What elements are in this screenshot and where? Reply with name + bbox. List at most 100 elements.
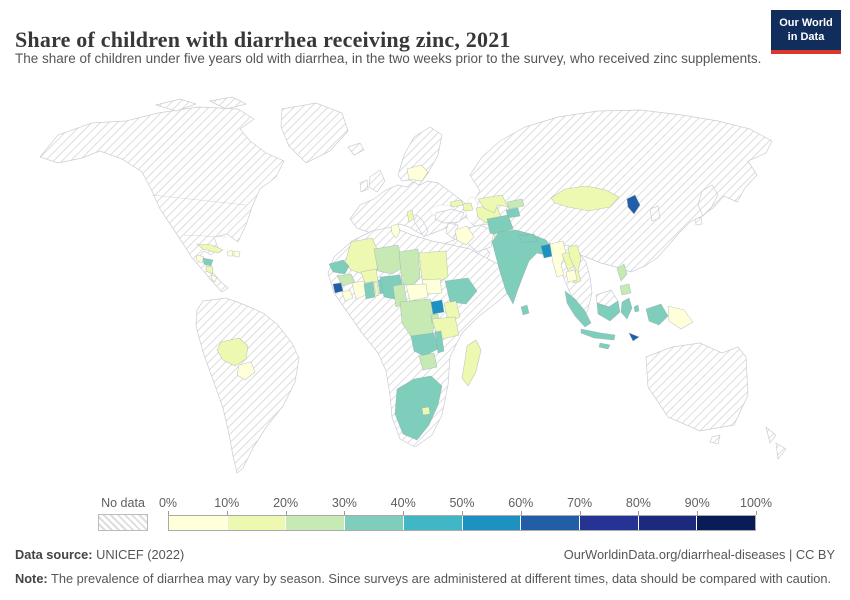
- country-indonesia[interactable]: [564, 290, 669, 350]
- citation-link[interactable]: OurWorldinData.org/diarrheal-diseases | …: [563, 547, 835, 562]
- country-philippines[interactable]: [616, 263, 632, 296]
- country-liberia[interactable]: [341, 289, 354, 302]
- country-uganda[interactable]: [430, 299, 445, 315]
- legend-bin-40-50%[interactable]: [403, 516, 463, 530]
- world-map: [0, 95, 850, 490]
- legend-tick-label: 60%: [508, 496, 534, 510]
- country-kenya[interactable]: [443, 300, 461, 323]
- chart-subtitle: The share of children under five years o…: [15, 51, 762, 66]
- country-niger[interactable]: [373, 244, 405, 275]
- legend-colorbar-zone: 0% 10% 20% 30% 40% 50% 60% 70% 80% 90% 100%: [159, 496, 772, 532]
- country-madagascar[interactable]: [461, 339, 482, 387]
- country-iraq[interactable]: [454, 225, 475, 246]
- japan-island-no-data: [694, 216, 703, 226]
- country-dominican-republic[interactable]: [233, 250, 241, 258]
- new-zealand-no-data: [765, 426, 787, 460]
- legend-tick-label: 80%: [625, 496, 651, 510]
- us-mexico-border: [183, 234, 227, 238]
- country-senegal[interactable]: [328, 259, 350, 275]
- legend-tick-mark: [285, 511, 287, 515]
- ireland-no-data: [359, 179, 369, 193]
- country-sri-lanka[interactable]: [520, 304, 530, 316]
- legend-tick-label: 40%: [390, 496, 416, 510]
- country-timor-leste[interactable]: [628, 332, 640, 342]
- country-ghana[interactable]: [363, 281, 376, 300]
- country-zambia[interactable]: [410, 332, 439, 357]
- country-cuba[interactable]: [196, 243, 224, 254]
- country-paraguay[interactable]: [236, 361, 256, 381]
- country-india[interactable]: [491, 229, 553, 305]
- page-title: Share of children with diarrhea receivin…: [15, 26, 511, 52]
- legend-tick-label: 90%: [684, 496, 710, 510]
- legend-tick-mark: [638, 511, 640, 515]
- country-nicaragua[interactable]: [205, 265, 214, 275]
- legend-bin-20-30%[interactable]: [286, 516, 346, 530]
- legend-bin-80-90%[interactable]: [638, 516, 698, 530]
- country-costa-rica[interactable]: [210, 274, 218, 283]
- country-albania[interactable]: [406, 209, 415, 223]
- logo-line1: Our World: [779, 17, 833, 29]
- country-bolivia[interactable]: [216, 337, 249, 367]
- legend-bin-70-80%[interactable]: [579, 516, 639, 530]
- country-kyrgyzstan[interactable]: [506, 198, 525, 210]
- legend-tick-label: 20%: [273, 496, 299, 510]
- greenland-no-data: [280, 102, 349, 164]
- country-cambodia[interactable]: [565, 269, 578, 283]
- legend-bin-30-40%[interactable]: [345, 516, 404, 530]
- country-north-korea[interactable]: [626, 194, 641, 215]
- levant-no-data: [445, 222, 459, 240]
- legend-tick-mark: [697, 511, 699, 515]
- legend-bin-50-60%[interactable]: [462, 516, 522, 530]
- logo-line2: in Data: [787, 31, 825, 44]
- country-togo[interactable]: [373, 281, 380, 297]
- legend-bin-90-100%[interactable]: [697, 516, 756, 530]
- country-haiti[interactable]: [226, 249, 234, 257]
- country-ethiopia[interactable]: [444, 277, 478, 305]
- country-south-africa[interactable]: [394, 375, 443, 441]
- legend-bin-0-10%[interactable]: [169, 516, 228, 530]
- country-vietnam[interactable]: [567, 244, 582, 284]
- country-belarus[interactable]: [406, 164, 429, 182]
- legend-tick-mark: [168, 511, 169, 515]
- country-myanmar[interactable]: [549, 240, 567, 278]
- legend-colorbar[interactable]: [168, 515, 756, 531]
- country-lesotho[interactable]: [421, 406, 431, 416]
- japan-no-data: [697, 184, 719, 217]
- legend-bin-10-20%[interactable]: [227, 516, 287, 530]
- country-papua-new-guinea[interactable]: [667, 305, 694, 330]
- us-canada-border: [151, 194, 247, 206]
- owid-logo[interactable]: Our World in Data: [771, 10, 841, 54]
- legend-bin-60-70%[interactable]: [521, 516, 580, 530]
- data-source-text: UNICEF (2022): [92, 547, 185, 562]
- country-sudan[interactable]: [418, 250, 449, 284]
- country-chad[interactable]: [398, 248, 421, 288]
- legend-no-data[interactable]: No data: [98, 496, 148, 531]
- no-data-swatch[interactable]: [98, 514, 148, 531]
- tasmania-no-data: [709, 434, 721, 445]
- south-korea-no-data: [649, 205, 661, 222]
- country-tunisia[interactable]: [390, 223, 401, 239]
- country-nepal[interactable]: [518, 233, 538, 244]
- region-north-america-no-data: [39, 106, 285, 293]
- legend-tick-label: 70%: [567, 496, 593, 510]
- country-azerbaijan[interactable]: [462, 202, 474, 212]
- arctic-island-no-data: [154, 98, 198, 112]
- legend-tick-mark: [756, 511, 757, 515]
- legend-tick-mark: [403, 511, 405, 515]
- country-sierra-leone[interactable]: [332, 282, 344, 294]
- legend-tick-label: 10%: [214, 496, 240, 510]
- legend-tick-label: 0%: [158, 496, 178, 510]
- country-honduras[interactable]: [202, 257, 214, 267]
- map-legend: No data 0% 10% 20% 30% 40% 50% 60% 70% 80% 90% 100…: [0, 496, 850, 536]
- country-zimbabwe[interactable]: [418, 352, 438, 371]
- country-malawi[interactable]: [434, 330, 445, 354]
- country-mongolia[interactable]: [550, 185, 620, 212]
- country-uzbekistan[interactable]: [477, 194, 509, 214]
- region-south-america-no-data: [195, 297, 300, 474]
- data-source-label: Data source:: [15, 547, 93, 562]
- data-source: Data source: UNICEF (2022): [15, 546, 184, 564]
- country-central-african-republic[interactable]: [405, 283, 429, 302]
- country-guatemala[interactable]: [195, 254, 205, 264]
- country-guinea[interactable]: [336, 273, 356, 287]
